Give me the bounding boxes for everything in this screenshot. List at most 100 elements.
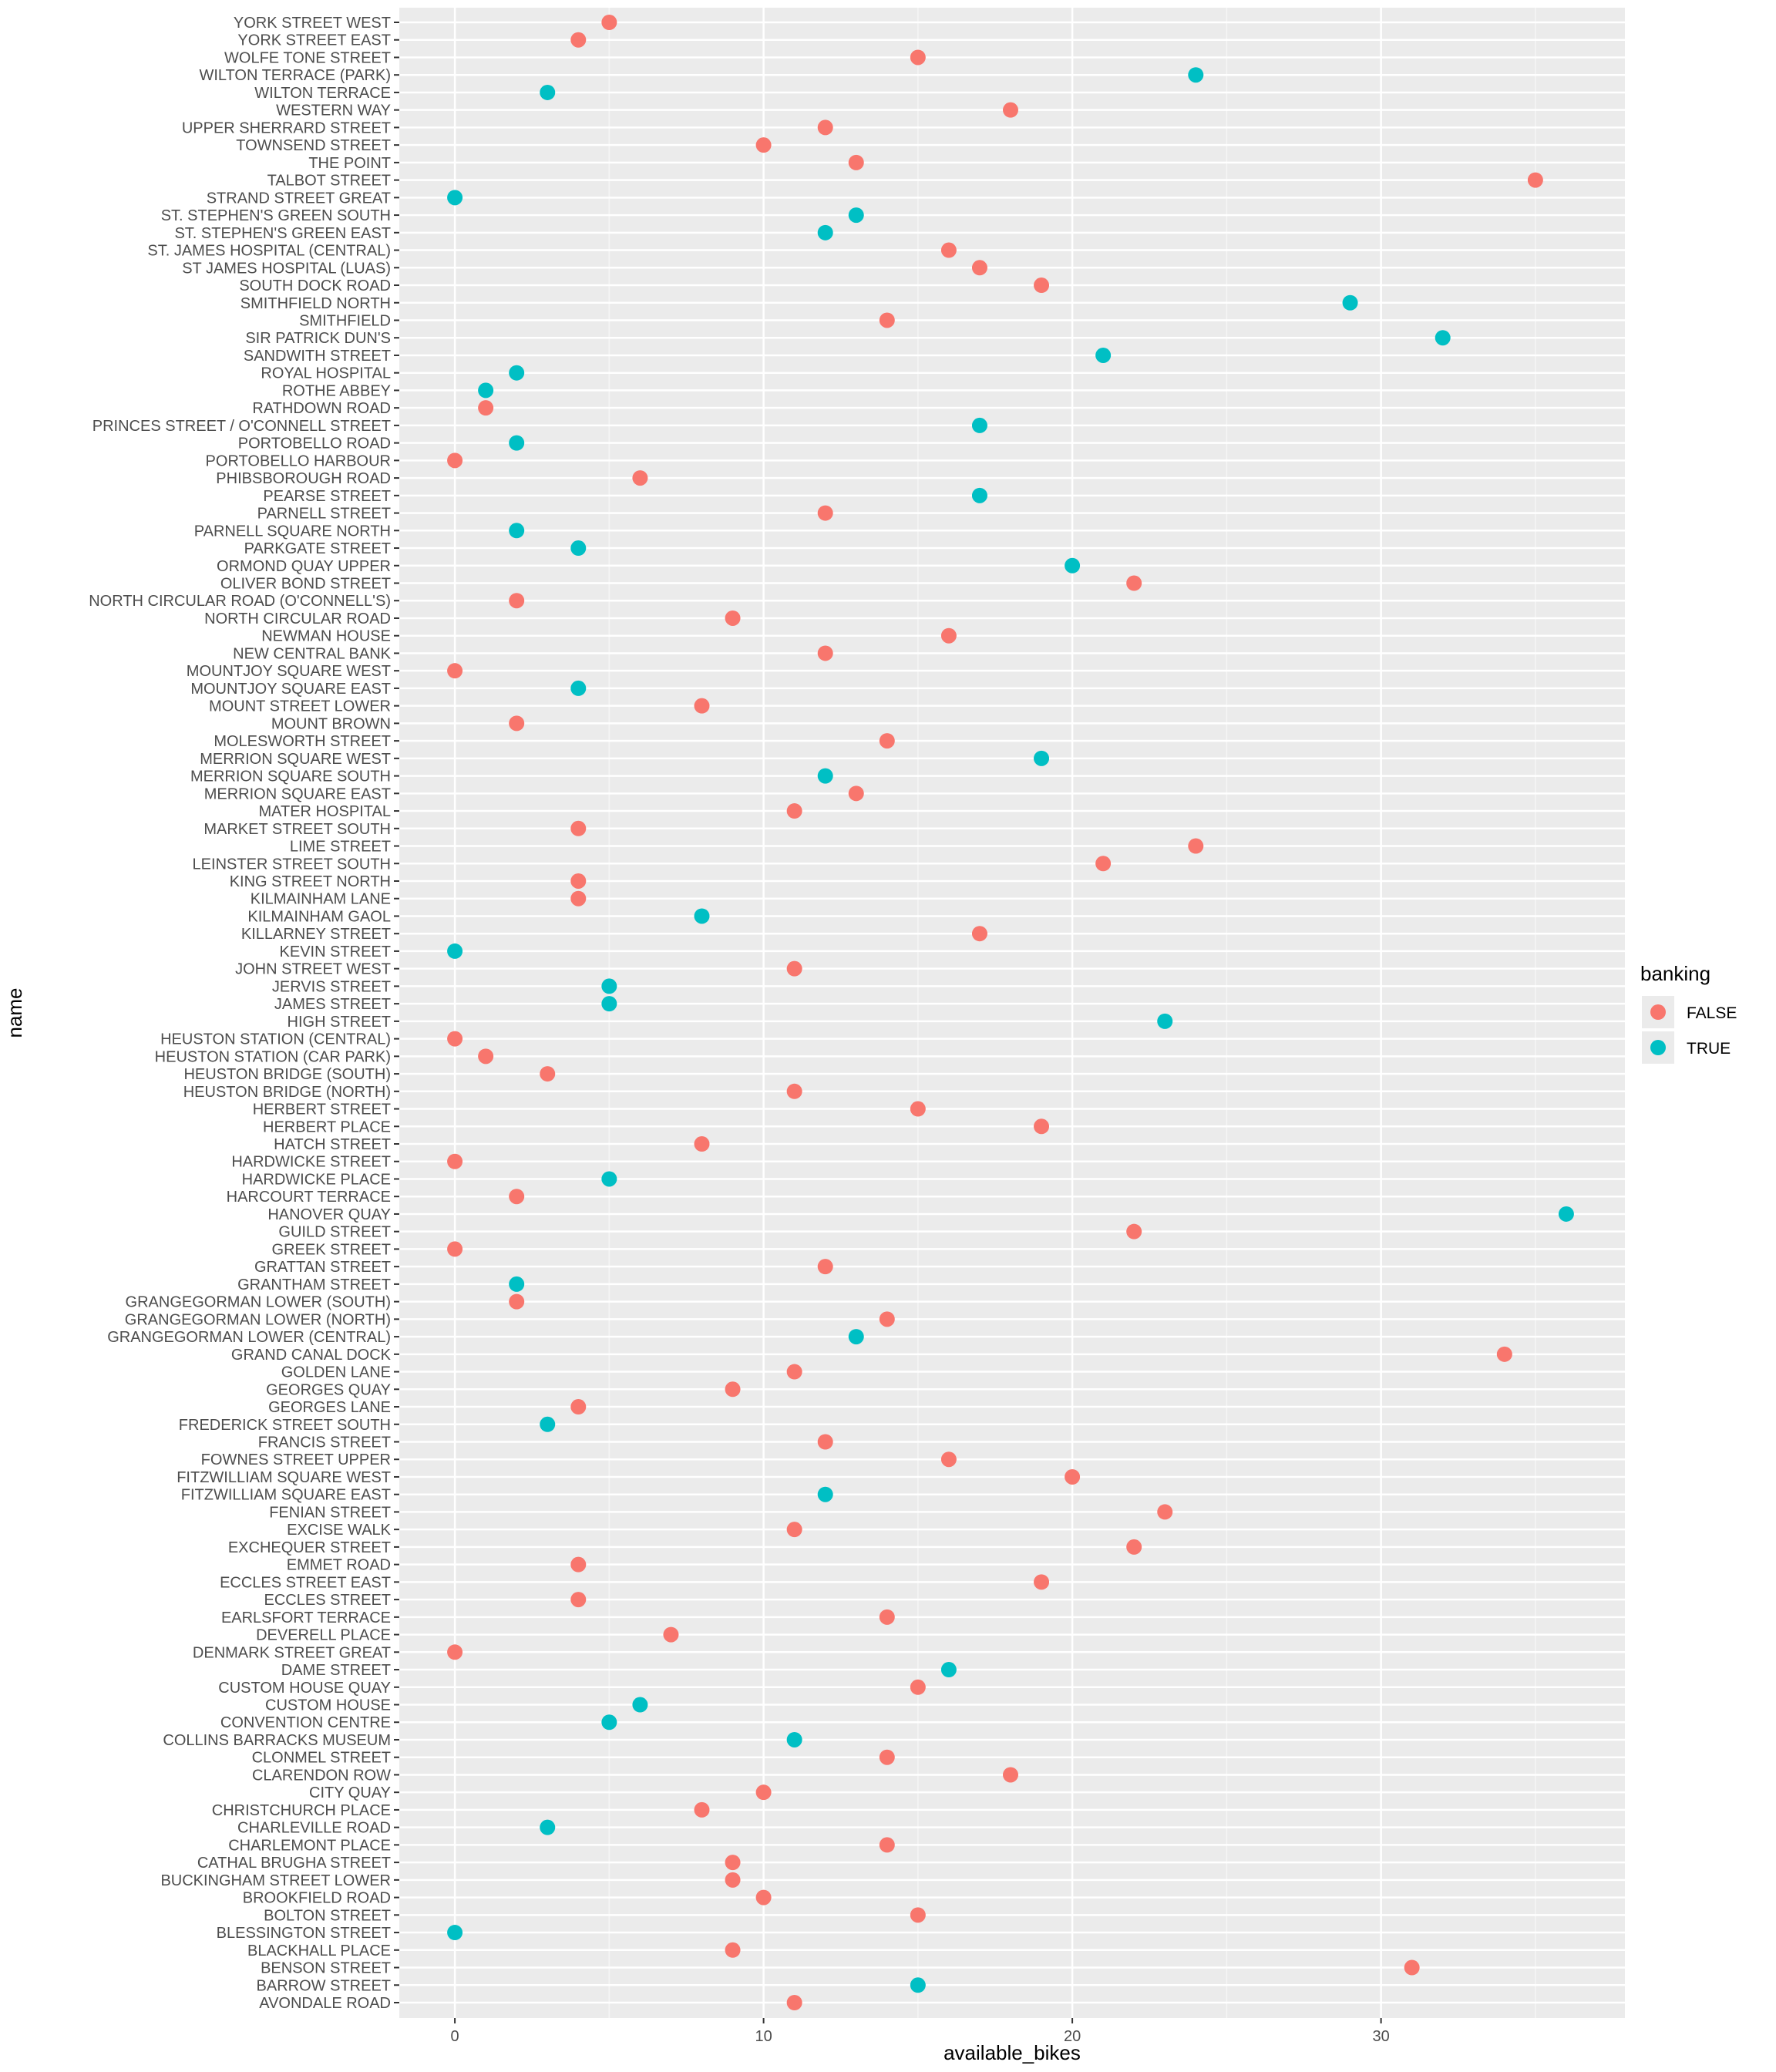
x-axis-ticks: 0 10 20 30	[451, 2018, 1390, 2045]
y-tick-label: HERBERT STREET	[253, 1102, 391, 1118]
data-point	[817, 224, 833, 240]
y-tick-label: TOWNSEND STREET	[236, 137, 391, 154]
y-tick-label: BLESSINGTON STREET	[217, 1925, 391, 1942]
data-point	[786, 1995, 802, 2010]
y-tick-label: GUILD STREET	[278, 1224, 391, 1241]
data-point	[879, 1749, 895, 1765]
y-tick-label: NEW CENTRAL BANK	[233, 645, 392, 662]
data-point	[601, 996, 617, 1012]
data-point	[1002, 102, 1018, 118]
data-point	[447, 1241, 463, 1257]
legend-label-true: TRUE	[1687, 1040, 1731, 1058]
data-point	[509, 365, 525, 381]
y-tick-label: FITZWILLIAM SQUARE EAST	[181, 1487, 391, 1504]
data-point	[817, 119, 833, 136]
y-tick-label: CHARLEMONT PLACE	[228, 1837, 391, 1854]
data-point	[971, 487, 987, 503]
y-tick-label: SMITHFIELD	[299, 312, 391, 329]
y-tick-label: ROYAL HOSPITAL	[261, 365, 391, 382]
x-tick-label: 30	[1372, 2028, 1389, 2045]
data-point	[663, 1626, 679, 1643]
y-tick-label: ST. STEPHEN'S GREEN SOUTH	[161, 207, 391, 224]
y-tick-label: OLIVER BOND STREET	[220, 576, 391, 593]
data-point	[1126, 1223, 1142, 1240]
x-tick-label: 10	[755, 2028, 772, 2045]
y-tick-label: WILTON TERRACE	[254, 85, 391, 102]
y-tick-label: DAME STREET	[281, 1662, 391, 1679]
y-tick-label: MERRION SQUARE SOUTH	[190, 769, 391, 785]
y-tick-label: SANDWITH STREET	[244, 348, 391, 365]
data-point	[478, 382, 494, 399]
y-tick-label: PARNELL SQUARE NORTH	[194, 523, 391, 540]
y-tick-label: JERVIS STREET	[272, 978, 391, 995]
legend-key-true	[1650, 1040, 1666, 1055]
y-tick-label: PARNELL STREET	[257, 506, 391, 523]
y-tick-label: SMITHFIELD NORTH	[240, 295, 391, 312]
y-tick-label: CUSTOM HOUSE	[265, 1697, 391, 1714]
data-point	[755, 1784, 772, 1801]
y-tick-label: PARKGATE STREET	[244, 540, 391, 557]
y-tick-label: HEUSTON BRIDGE (SOUTH)	[183, 1066, 391, 1083]
data-point	[848, 1329, 864, 1345]
data-point	[570, 1592, 587, 1608]
y-tick-label: PORTOBELLO HARBOUR	[206, 452, 391, 469]
y-tick-label: KILMAINHAM LANE	[251, 891, 391, 908]
y-tick-label: EXCHEQUER STREET	[228, 1539, 391, 1556]
y-tick-label: MOUNT STREET LOWER	[209, 698, 391, 715]
y-tick-label: PORTOBELLO ROAD	[238, 436, 391, 452]
y-tick-label: PHIBSBOROUGH ROAD	[216, 470, 391, 487]
data-point	[817, 1434, 833, 1450]
y-tick-label: MATER HOSPITAL	[258, 803, 391, 820]
data-point	[940, 1662, 957, 1678]
y-tick-label: GRANGEGORMAN LOWER (NORTH)	[125, 1311, 391, 1328]
y-tick-label: PEARSE STREET	[263, 488, 391, 505]
y-tick-label: HARDWICKE PLACE	[242, 1171, 391, 1188]
data-point	[786, 960, 802, 977]
y-tick-label: HEUSTON BRIDGE (NORTH)	[183, 1084, 391, 1101]
data-point	[447, 1644, 463, 1660]
y-tick-label: HARCOURT TERRACE	[227, 1189, 391, 1206]
y-tick-label: NORTH CIRCULAR ROAD	[204, 610, 391, 627]
data-point	[447, 1925, 463, 1941]
legend: banking FALSE TRUE	[1640, 962, 1737, 1064]
y-tick-label: ST. JAMES HOSPITAL (CENTRAL)	[147, 243, 391, 260]
y-tick-label: YORK STREET WEST	[234, 15, 391, 32]
data-point	[971, 417, 987, 433]
y-tick-label: DEVERELL PLACE	[256, 1627, 391, 1644]
y-tick-label: TALBOT STREET	[267, 173, 391, 190]
data-point	[1527, 172, 1543, 188]
y-tick-label: HARDWICKE STREET	[231, 1154, 391, 1171]
data-point	[1002, 1767, 1018, 1783]
data-point	[601, 978, 617, 994]
y-tick-label: GRANGEGORMAN LOWER (SOUTH)	[126, 1294, 391, 1311]
y-tick-label: DENMARK STREET GREAT	[193, 1644, 391, 1661]
y-tick-label: ROTHE ABBEY	[282, 382, 391, 399]
y-tick-label: HEUSTON STATION (CAR PARK)	[155, 1048, 391, 1065]
data-point	[570, 1399, 587, 1415]
data-point	[1342, 294, 1358, 311]
y-tick-label: WILTON TERRACE (PARK)	[199, 67, 391, 84]
y-tick-label: STRAND STREET GREAT	[207, 190, 391, 207]
y-tick-label: KILMAINHAM GAOL	[247, 908, 391, 925]
data-point	[570, 540, 587, 557]
data-point	[509, 593, 525, 609]
data-point	[1034, 278, 1050, 294]
data-point	[694, 1801, 710, 1818]
data-point	[1126, 1539, 1142, 1555]
y-tick-label: HANOVER QUAY	[267, 1206, 391, 1223]
data-point	[632, 1697, 648, 1713]
data-point	[509, 435, 525, 451]
data-point	[601, 1714, 617, 1731]
data-point	[601, 15, 617, 30]
y-tick-label: MARKET STREET SOUTH	[204, 821, 391, 838]
data-point	[910, 1679, 926, 1695]
data-point	[725, 610, 741, 626]
data-point	[1034, 750, 1050, 766]
data-point	[786, 1083, 802, 1099]
y-tick-label: THE POINT	[308, 155, 391, 172]
y-tick-label: LEINSTER STREET SOUTH	[193, 856, 391, 873]
y-tick-label: ORMOND QUAY UPPER	[217, 558, 391, 575]
data-point	[601, 1171, 617, 1187]
y-tick-label: CATHAL BRUGHA STREET	[197, 1855, 391, 1872]
